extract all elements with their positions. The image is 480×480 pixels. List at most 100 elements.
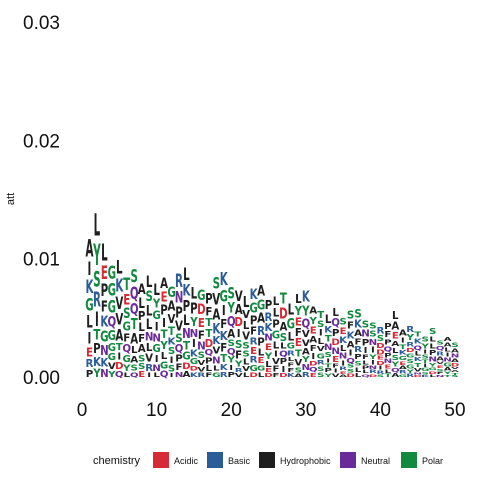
- logo-letter: Q: [279, 350, 288, 358]
- logo-letter: Q: [115, 370, 124, 380]
- logo-letter: K: [414, 338, 422, 346]
- logo-letter: G: [160, 361, 168, 372]
- logo-letter: G: [272, 329, 280, 341]
- logo-letter: T: [325, 334, 332, 344]
- logo-letter: T: [384, 373, 392, 378]
- logo-letter: E: [250, 346, 257, 356]
- x-tick-label: 40: [370, 400, 391, 421]
- logo-letter: Y: [107, 370, 116, 380]
- logo-letter: T: [414, 361, 421, 368]
- logo-letter: D: [406, 347, 415, 354]
- logo-letter: F: [220, 316, 227, 331]
- logo-letter: I: [311, 352, 315, 362]
- logo-letter: L: [444, 346, 451, 352]
- logo-letter: A: [444, 336, 453, 343]
- logo-letter: N: [212, 356, 221, 367]
- logo-letter: Y: [368, 354, 378, 362]
- logo-letter: G: [406, 352, 415, 359]
- logo-letter: L: [206, 365, 213, 373]
- logo-letter: F: [287, 367, 294, 374]
- logo-letter: L: [191, 284, 198, 303]
- logo-letter: S: [421, 336, 428, 344]
- logo-letter: L: [288, 301, 295, 319]
- logo-letter: Y: [122, 364, 132, 374]
- logo-letter: L: [332, 305, 339, 318]
- logo-letter: K: [250, 286, 258, 302]
- logo-letter: S: [429, 327, 436, 337]
- logo-letter: S: [242, 350, 249, 360]
- logo-letter: E: [265, 342, 272, 352]
- logo-letter: V: [235, 288, 243, 304]
- logo-letter: L: [325, 313, 332, 327]
- logo-letter: T: [317, 310, 324, 321]
- logo-letter: K: [190, 372, 198, 379]
- logo-letter: G: [317, 353, 325, 361]
- logo-letter: S: [213, 276, 220, 294]
- logo-letter: K: [220, 269, 228, 290]
- logo-letter: T: [325, 363, 333, 369]
- logo-letter: L: [295, 291, 302, 306]
- logo-letter: S: [369, 321, 377, 331]
- logo-letter: D: [264, 373, 273, 379]
- logo-letter: S: [168, 346, 175, 357]
- logo-letter: K: [85, 277, 93, 298]
- logo-letter: I: [378, 365, 382, 370]
- x-axis: 0 10 20 30 40 50: [77, 400, 466, 421]
- logo-letter: G: [123, 319, 131, 334]
- logo-letter: I: [371, 346, 375, 354]
- legend-label: Acidic: [174, 456, 199, 466]
- logo-letter: L: [146, 317, 153, 333]
- logo-letter: S: [451, 342, 458, 349]
- logo-letter: L: [138, 295, 145, 311]
- logo-letter: A: [339, 374, 347, 378]
- logo-letter: R: [250, 355, 259, 365]
- logo-letter: P: [227, 371, 235, 379]
- logo-letter: G: [100, 329, 108, 346]
- logo-letter: F: [272, 372, 279, 379]
- logo-letter: P: [160, 302, 168, 318]
- logo-letter: D: [205, 338, 214, 350]
- logo-letter: L: [94, 209, 101, 244]
- logo-letter: F: [220, 341, 227, 355]
- logo-letter: L: [131, 345, 138, 356]
- logo-letter: I: [401, 337, 405, 345]
- logo-letter: K: [220, 363, 229, 373]
- logo-letter: T: [183, 339, 190, 353]
- logo-letter: D: [249, 371, 258, 378]
- logo-letter: P: [86, 369, 94, 380]
- logo-letter: F: [250, 326, 257, 338]
- logo-letter: T: [116, 342, 123, 353]
- logo-letter: L: [273, 294, 280, 308]
- logo-letter: V: [302, 329, 310, 339]
- logo-letter: N: [384, 358, 393, 365]
- logo-letter: S: [138, 354, 145, 364]
- logo-letter: K: [93, 354, 102, 369]
- logo-letter: Q: [130, 301, 139, 319]
- logo-letter: R: [220, 372, 228, 380]
- logo-letter: F: [287, 361, 294, 368]
- logo-letter: I: [88, 329, 92, 348]
- logo-letter: S: [280, 332, 287, 344]
- logo-letter: R: [406, 325, 414, 335]
- logo-letter: G: [287, 316, 295, 332]
- logo-letter: Y: [443, 371, 452, 375]
- logo-letter: F: [198, 328, 205, 342]
- logo-letter: I: [155, 354, 159, 365]
- logo-letter: L: [153, 282, 160, 300]
- logo-letter: I: [446, 352, 450, 358]
- logo-letter: S: [354, 307, 361, 321]
- logo-letter: K: [302, 288, 311, 305]
- logo-letter: I: [326, 357, 330, 364]
- logo-letter: G: [190, 358, 198, 366]
- logo-letter: I: [423, 363, 427, 368]
- logo-letter: L: [429, 343, 436, 351]
- logo-letter: L: [123, 371, 130, 378]
